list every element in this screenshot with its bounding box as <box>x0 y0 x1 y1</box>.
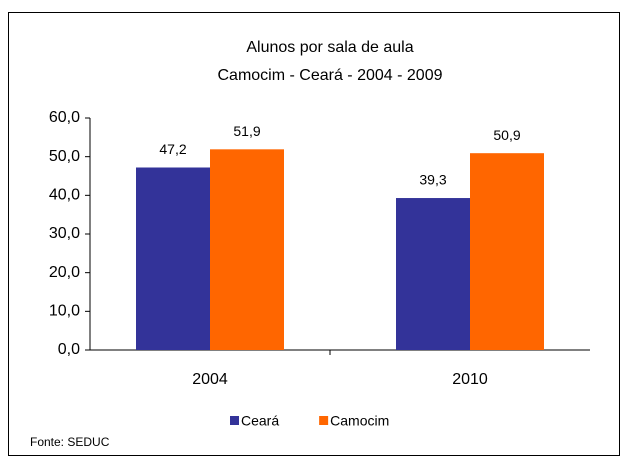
y-tick-label: 50,0 <box>49 148 80 165</box>
chart-subtitle: Camocim - Ceará - 2004 - 2009 <box>218 67 443 84</box>
value-label: 51,9 <box>233 123 260 139</box>
x-tick-label: 2004 <box>192 371 228 388</box>
y-tick-label: 20,0 <box>49 264 80 281</box>
value-label: 39,3 <box>419 172 446 188</box>
y-tick-label: 30,0 <box>49 225 80 242</box>
chart-title: Alunos por sala de aula <box>246 39 413 56</box>
legend-label: Ceará <box>241 413 279 429</box>
legend-swatch <box>230 416 239 425</box>
y-tick-label: 40,0 <box>49 187 80 204</box>
y-tick-label: 60,0 <box>49 109 80 126</box>
bar <box>470 153 544 350</box>
legend-swatch <box>319 416 329 425</box>
x-tick-label: 2010 <box>452 371 488 388</box>
value-label: 47,2 <box>159 141 186 157</box>
bar <box>396 198 470 350</box>
y-tick-label: 0,0 <box>58 341 80 358</box>
value-label: 50,9 <box>493 127 520 143</box>
bar <box>136 167 210 350</box>
legend-label: Camocim <box>330 413 389 429</box>
y-tick-label: 10,0 <box>49 303 80 320</box>
source-note: Fonte: SEDUC <box>30 435 110 449</box>
bar <box>210 149 284 350</box>
